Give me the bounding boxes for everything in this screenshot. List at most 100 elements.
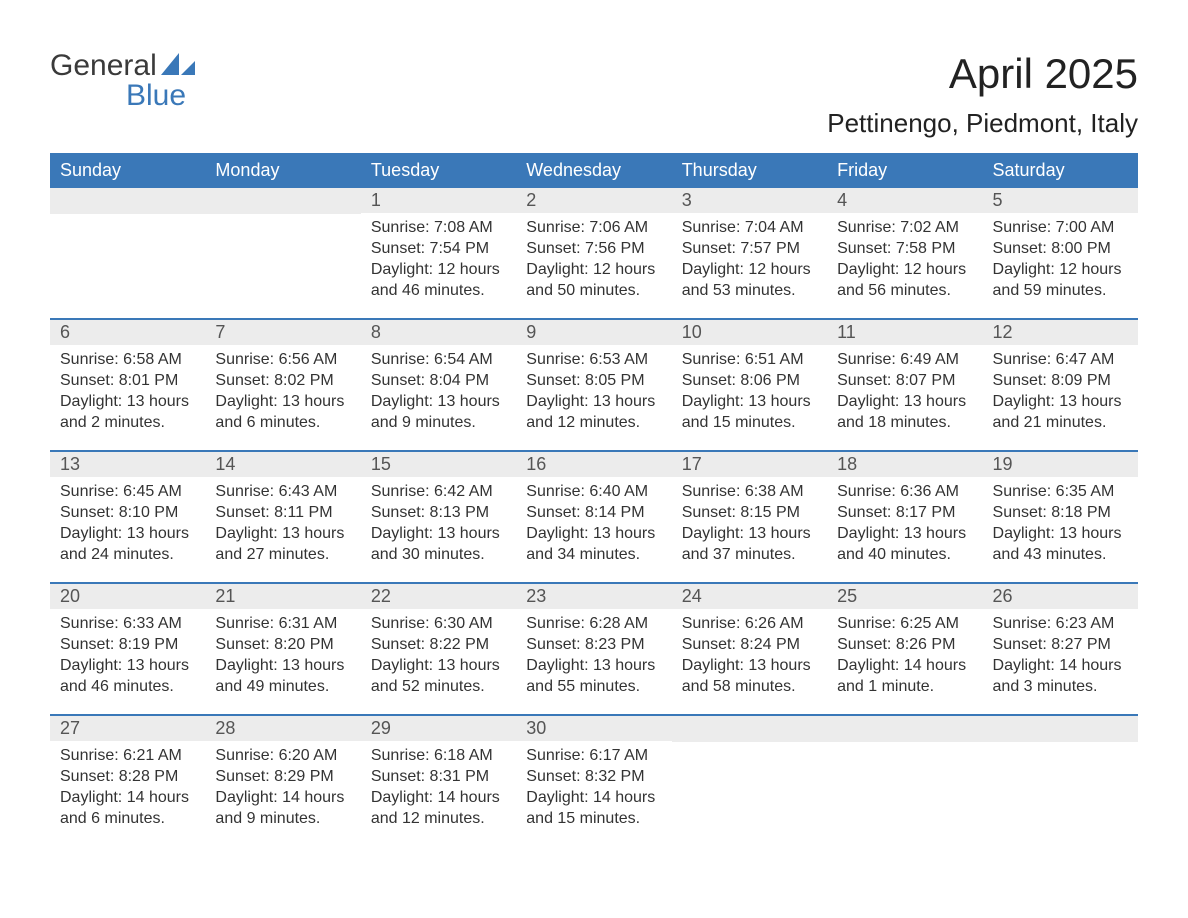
logo-text-top: General [50, 50, 157, 82]
day-line-dl1: Daylight: 13 hours [215, 391, 350, 412]
weekday-header: Sunday Monday Tuesday Wednesday Thursday… [50, 153, 1138, 188]
day-line-dl2: and 6 minutes. [60, 808, 195, 829]
day-details: Sunrise: 6:45 AMSunset: 8:10 PMDaylight:… [50, 477, 205, 565]
day-line-sunset: Sunset: 8:13 PM [371, 502, 506, 523]
day-line-dl2: and 52 minutes. [371, 676, 506, 697]
weekday-label: Wednesday [516, 153, 671, 188]
day-number: 9 [516, 320, 671, 345]
day-number [50, 188, 205, 214]
day-line-sunset: Sunset: 8:02 PM [215, 370, 350, 391]
calendar-cell [827, 716, 982, 846]
day-details: Sunrise: 6:28 AMSunset: 8:23 PMDaylight:… [516, 609, 671, 697]
day-details [672, 742, 827, 746]
calendar-cell: 8Sunrise: 6:54 AMSunset: 8:04 PMDaylight… [361, 320, 516, 450]
day-line-sunset: Sunset: 8:01 PM [60, 370, 195, 391]
day-line-dl2: and 21 minutes. [993, 412, 1128, 433]
weekday-label: Monday [205, 153, 360, 188]
day-details: Sunrise: 6:35 AMSunset: 8:18 PMDaylight:… [983, 477, 1138, 565]
calendar-cell: 30Sunrise: 6:17 AMSunset: 8:32 PMDayligh… [516, 716, 671, 846]
logo-sail-icon [161, 50, 195, 82]
day-line-sunrise: Sunrise: 6:47 AM [993, 349, 1128, 370]
day-line-sunset: Sunset: 8:27 PM [993, 634, 1128, 655]
day-line-sunrise: Sunrise: 6:38 AM [682, 481, 817, 502]
day-line-sunset: Sunset: 8:22 PM [371, 634, 506, 655]
day-number: 30 [516, 716, 671, 741]
day-line-sunset: Sunset: 8:00 PM [993, 238, 1128, 259]
day-details: Sunrise: 6:17 AMSunset: 8:32 PMDaylight:… [516, 741, 671, 829]
day-line-dl1: Daylight: 13 hours [215, 523, 350, 544]
day-number: 25 [827, 584, 982, 609]
day-line-dl1: Daylight: 12 hours [993, 259, 1128, 280]
day-line-sunset: Sunset: 8:15 PM [682, 502, 817, 523]
calendar-cell: 20Sunrise: 6:33 AMSunset: 8:19 PMDayligh… [50, 584, 205, 714]
day-line-dl2: and 15 minutes. [526, 808, 661, 829]
day-number: 7 [205, 320, 360, 345]
day-line-dl1: Daylight: 13 hours [60, 655, 195, 676]
location-subtitle: Pettinengo, Piedmont, Italy [827, 108, 1138, 139]
calendar-cell: 28Sunrise: 6:20 AMSunset: 8:29 PMDayligh… [205, 716, 360, 846]
day-line-dl2: and 37 minutes. [682, 544, 817, 565]
day-details: Sunrise: 6:31 AMSunset: 8:20 PMDaylight:… [205, 609, 360, 697]
day-details: Sunrise: 6:42 AMSunset: 8:13 PMDaylight:… [361, 477, 516, 565]
calendar-cell: 18Sunrise: 6:36 AMSunset: 8:17 PMDayligh… [827, 452, 982, 582]
day-details: Sunrise: 6:40 AMSunset: 8:14 PMDaylight:… [516, 477, 671, 565]
weekday-label: Sunday [50, 153, 205, 188]
weekday-label: Friday [827, 153, 982, 188]
day-line-sunset: Sunset: 7:57 PM [682, 238, 817, 259]
day-number: 2 [516, 188, 671, 213]
day-line-dl2: and 58 minutes. [682, 676, 817, 697]
day-details: Sunrise: 7:08 AMSunset: 7:54 PMDaylight:… [361, 213, 516, 301]
calendar-cell: 26Sunrise: 6:23 AMSunset: 8:27 PMDayligh… [983, 584, 1138, 714]
day-line-dl1: Daylight: 13 hours [371, 655, 506, 676]
day-line-sunset: Sunset: 8:17 PM [837, 502, 972, 523]
calendar-cell: 7Sunrise: 6:56 AMSunset: 8:02 PMDaylight… [205, 320, 360, 450]
day-number [983, 716, 1138, 742]
calendar-cell: 3Sunrise: 7:04 AMSunset: 7:57 PMDaylight… [672, 188, 827, 318]
day-line-dl2: and 9 minutes. [371, 412, 506, 433]
day-line-dl2: and 15 minutes. [682, 412, 817, 433]
day-details: Sunrise: 6:56 AMSunset: 8:02 PMDaylight:… [205, 345, 360, 433]
day-line-dl2: and 49 minutes. [215, 676, 350, 697]
day-line-dl1: Daylight: 12 hours [837, 259, 972, 280]
day-line-sunrise: Sunrise: 6:21 AM [60, 745, 195, 766]
day-line-dl2: and 12 minutes. [371, 808, 506, 829]
day-line-sunrise: Sunrise: 6:23 AM [993, 613, 1128, 634]
day-line-dl1: Daylight: 13 hours [371, 391, 506, 412]
day-line-sunrise: Sunrise: 6:49 AM [837, 349, 972, 370]
day-line-sunrise: Sunrise: 6:17 AM [526, 745, 661, 766]
logo: General Blue [50, 50, 195, 111]
day-line-sunrise: Sunrise: 7:06 AM [526, 217, 661, 238]
day-line-dl1: Daylight: 14 hours [60, 787, 195, 808]
day-number [672, 716, 827, 742]
day-line-sunset: Sunset: 8:05 PM [526, 370, 661, 391]
day-details: Sunrise: 6:21 AMSunset: 8:28 PMDaylight:… [50, 741, 205, 829]
day-line-sunset: Sunset: 8:26 PM [837, 634, 972, 655]
day-line-sunset: Sunset: 8:04 PM [371, 370, 506, 391]
day-line-sunrise: Sunrise: 7:04 AM [682, 217, 817, 238]
day-line-sunrise: Sunrise: 6:56 AM [215, 349, 350, 370]
calendar-cell: 15Sunrise: 6:42 AMSunset: 8:13 PMDayligh… [361, 452, 516, 582]
day-line-sunrise: Sunrise: 6:20 AM [215, 745, 350, 766]
weekday-label: Tuesday [361, 153, 516, 188]
day-line-dl1: Daylight: 13 hours [837, 523, 972, 544]
day-line-dl1: Daylight: 13 hours [682, 391, 817, 412]
day-line-sunset: Sunset: 8:31 PM [371, 766, 506, 787]
day-details: Sunrise: 6:18 AMSunset: 8:31 PMDaylight:… [361, 741, 516, 829]
calendar-cell: 16Sunrise: 6:40 AMSunset: 8:14 PMDayligh… [516, 452, 671, 582]
day-line-dl1: Daylight: 12 hours [682, 259, 817, 280]
day-number: 8 [361, 320, 516, 345]
day-line-sunrise: Sunrise: 6:26 AM [682, 613, 817, 634]
day-line-dl1: Daylight: 13 hours [526, 391, 661, 412]
day-details [827, 742, 982, 746]
calendar-cell [983, 716, 1138, 846]
day-line-dl1: Daylight: 13 hours [993, 523, 1128, 544]
day-number: 15 [361, 452, 516, 477]
day-details [50, 214, 205, 218]
day-line-sunrise: Sunrise: 7:02 AM [837, 217, 972, 238]
calendar-cell: 29Sunrise: 6:18 AMSunset: 8:31 PMDayligh… [361, 716, 516, 846]
day-line-dl2: and 3 minutes. [993, 676, 1128, 697]
day-line-sunset: Sunset: 8:20 PM [215, 634, 350, 655]
day-details: Sunrise: 6:38 AMSunset: 8:15 PMDaylight:… [672, 477, 827, 565]
day-number: 19 [983, 452, 1138, 477]
weekday-label: Thursday [672, 153, 827, 188]
